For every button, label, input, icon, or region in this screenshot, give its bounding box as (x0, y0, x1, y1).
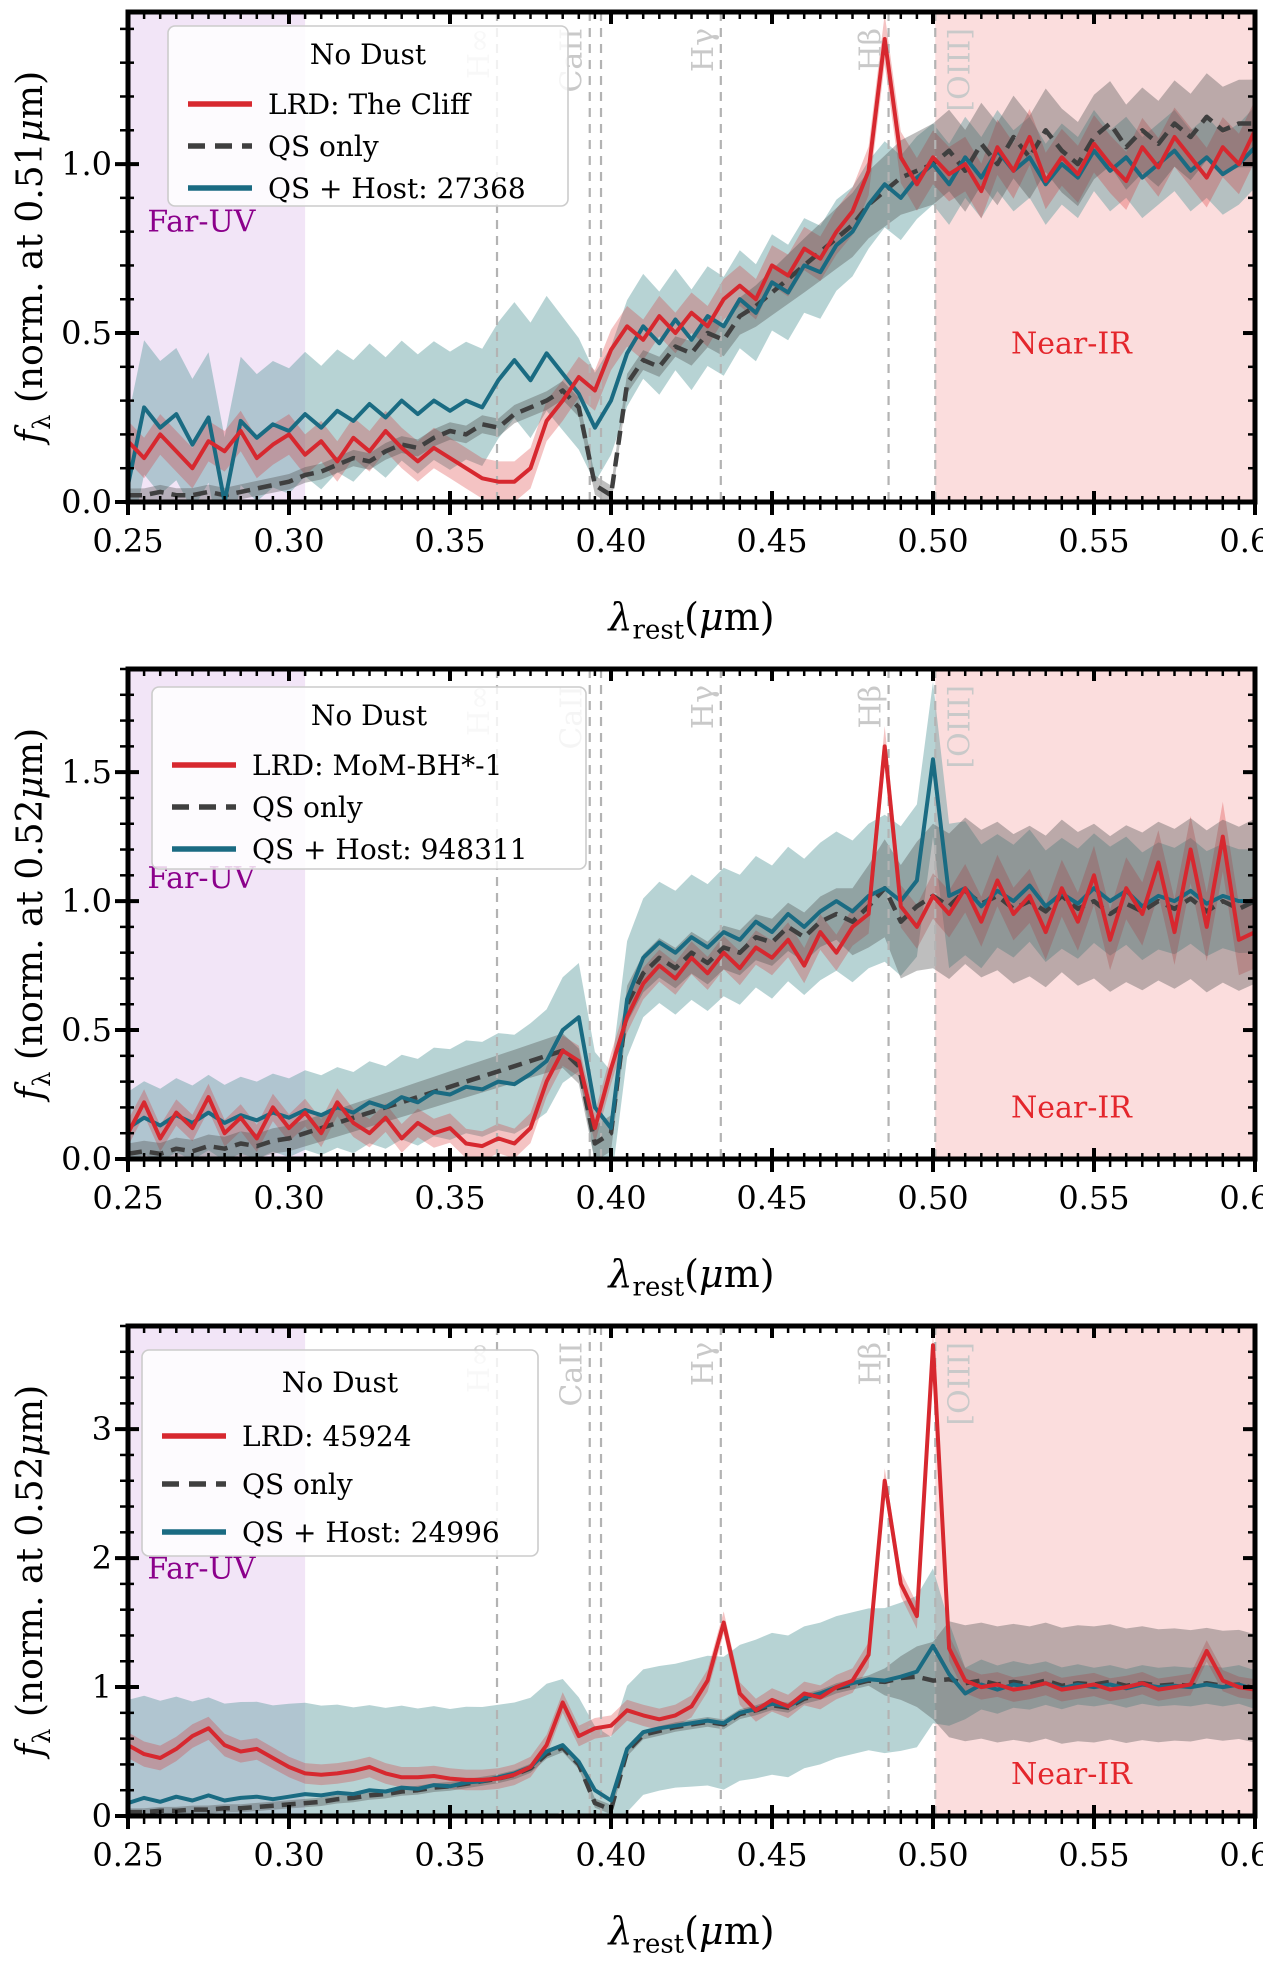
x-tick-label: 0.30 (253, 1179, 324, 1217)
qsh-spectrum-line (128, 145, 1255, 502)
y-tick-label: 1.0 (61, 145, 112, 183)
feature-label: Hγ (686, 1342, 721, 1386)
legend-title: No Dust (311, 699, 428, 732)
feature-label: Hβ (854, 685, 889, 729)
legend-label-lrd: LRD: 45924 (242, 1420, 412, 1453)
qs-band (128, 1621, 1255, 1816)
x-axis-title: λrest(μm) (606, 1909, 774, 1959)
far-uv-label: Far-UV (147, 205, 256, 240)
y-tick-label: 1 (92, 1668, 112, 1706)
y-tick-label: 0.0 (61, 483, 112, 521)
spectra-lines (128, 1343, 1255, 1815)
legend-label-qs: QS only (268, 130, 379, 163)
x-tick-label: 0.45 (736, 522, 807, 560)
y-tick-label: 0.0 (61, 1140, 112, 1178)
legend-title: No Dust (310, 38, 427, 71)
x-tick-label: 0.50 (897, 1836, 968, 1874)
axis-ticks (115, 12, 1257, 515)
y-tick-label: 3 (92, 1410, 112, 1448)
axis-ticks (115, 1324, 1257, 1829)
feature-label: [OIII] (942, 1342, 977, 1426)
y-tick-label: 1.0 (61, 882, 112, 920)
near-ir-region (935, 12, 1255, 502)
legend-box (167, 25, 569, 207)
x-tick-label: 0.50 (897, 522, 968, 560)
legend: No Dust LRD: MoM-BH*-1 QS only QS + Host: 9… (151, 686, 587, 870)
x-tick-label: 0.40 (575, 522, 646, 560)
x-tick-label: 0.50 (897, 1179, 968, 1217)
feature-label: Hγ (686, 28, 721, 72)
y-tick-label: 0 (92, 1797, 112, 1835)
x-tick-label: 0.55 (1058, 1179, 1129, 1217)
x-tick-label: 0.55 (1058, 522, 1129, 560)
y-tick-label: 0.5 (61, 314, 112, 352)
legend-title: No Dust (282, 1366, 399, 1399)
legend-label-lrd: LRD: The Cliff (268, 88, 472, 121)
legend-box (141, 1349, 539, 1557)
legend: No Dust LRD: The Cliff QS only QS + Host: 2… (167, 25, 569, 207)
feature-label: CaII (555, 1342, 590, 1407)
spectra-lines (128, 37, 1255, 502)
qsh-band (128, 681, 1255, 1159)
spectrum-panel-the-cliff: H∞CaIIHγHβ[OIII]Far-UVNear-IR0.250.300.3… (10, 9, 1263, 645)
x-tick-label: 0.35 (414, 522, 485, 560)
y-axis-title: fλ (norm. at 0.52μm) (10, 1385, 56, 1760)
x-tick-label: 0.60 (1219, 522, 1263, 560)
y-tick-label: 0.5 (61, 1011, 112, 1049)
x-tick-label: 0.25 (92, 1179, 163, 1217)
near-ir-label: Near-IR (1011, 326, 1133, 361)
x-axis-title: λrest(μm) (606, 1252, 774, 1302)
qsh-band (128, 106, 1255, 502)
x-tick-label: 0.25 (92, 522, 163, 560)
x-tick-label: 0.60 (1219, 1836, 1263, 1874)
spectrum-panel-mom-bh-1: H∞CaIIHγHβ[OIII]Far-UVNear-IR0.250.300.3… (10, 666, 1263, 1302)
feature-label: [OIII] (942, 28, 977, 112)
y-tick-label: 2 (92, 1539, 112, 1577)
qs-spectrum-line (128, 885, 1255, 1157)
x-tick-label: 0.40 (575, 1179, 646, 1217)
uncertainty-bands (128, 1332, 1255, 1816)
near-ir-region (935, 669, 1255, 1159)
near-ir-label: Near-IR (1011, 1757, 1133, 1792)
x-tick-label: 0.55 (1058, 1836, 1129, 1874)
legend-label-qsh: QS + Host: 27368 (268, 172, 526, 205)
lrd-spectrum-line (128, 744, 1255, 1149)
x-tick-label: 0.30 (253, 522, 324, 560)
y-axis-title: fλ (norm. at 0.51μm) (10, 71, 56, 446)
spectra-lines (128, 744, 1255, 1157)
legend: No Dust LRD: 45924 QS only QS + Host: 24996 (141, 1349, 539, 1557)
far-uv-label: Far-UV (147, 1552, 256, 1587)
y-tick-label: 1.5 (61, 753, 112, 791)
x-tick-label: 0.40 (575, 1836, 646, 1874)
wavelength-regions (128, 669, 1255, 1159)
feature-label: Hγ (686, 685, 721, 729)
x-tick-label: 0.60 (1219, 1179, 1263, 1217)
x-tick-label: 0.30 (253, 1836, 324, 1874)
lrd-band (128, 1332, 1255, 1791)
legend-label-qs: QS only (252, 791, 363, 824)
legend-label-lrd: LRD: MoM-BH*-1 (252, 749, 502, 782)
qsh-band (128, 1568, 1255, 1816)
spectrum-panel-45924: H∞CaIIHγHβ[OIII]Far-UVNear-IR0.250.300.3… (10, 1323, 1263, 1959)
feature-label: [OIII] (942, 685, 977, 769)
x-tick-label: 0.45 (736, 1179, 807, 1217)
legend-label-qsh: QS + Host: 948311 (252, 833, 528, 866)
x-axis-title: λrest(μm) (606, 595, 774, 645)
legend-label-qs: QS only (242, 1468, 353, 1501)
legend-box (151, 686, 587, 870)
axis-ticks (115, 667, 1257, 1172)
x-tick-label: 0.45 (736, 1836, 807, 1874)
x-tick-label: 0.35 (414, 1179, 485, 1217)
feature-label: Hβ (854, 1342, 889, 1386)
x-tick-label: 0.25 (92, 1836, 163, 1874)
near-ir-label: Near-IR (1011, 1091, 1133, 1126)
lrd-spectrum-line (128, 37, 1255, 484)
lrd-band (128, 726, 1255, 1159)
near-ir-region (935, 1326, 1255, 1816)
legend-label-qsh: QS + Host: 24996 (242, 1516, 500, 1549)
y-axis-title: fλ (norm. at 0.52μm) (10, 728, 56, 1103)
x-tick-label: 0.35 (414, 1836, 485, 1874)
lrd-spectrum-line (128, 1343, 1255, 1782)
